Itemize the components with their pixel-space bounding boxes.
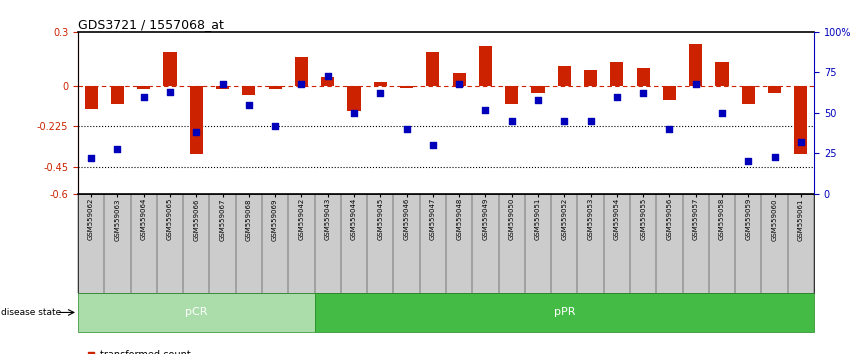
Point bbox=[216, 81, 229, 86]
Point bbox=[294, 81, 308, 86]
Bar bbox=[768, 86, 781, 93]
Text: disease state: disease state bbox=[1, 308, 61, 317]
Bar bbox=[637, 68, 650, 86]
Bar bbox=[242, 86, 255, 95]
Point bbox=[268, 123, 282, 129]
Point bbox=[320, 73, 334, 79]
Point bbox=[637, 91, 650, 96]
Point bbox=[84, 155, 98, 161]
Point bbox=[741, 159, 755, 164]
Point bbox=[190, 130, 204, 135]
Point bbox=[137, 94, 151, 99]
Point bbox=[452, 81, 466, 86]
Bar bbox=[85, 86, 98, 109]
Bar bbox=[294, 57, 308, 86]
Point bbox=[505, 118, 519, 124]
Bar bbox=[584, 70, 598, 86]
Bar bbox=[742, 86, 755, 104]
Text: GDS3721 / 1557068_at: GDS3721 / 1557068_at bbox=[78, 18, 223, 31]
Bar bbox=[426, 52, 439, 86]
Text: pCR: pCR bbox=[185, 308, 208, 318]
Point bbox=[426, 142, 440, 148]
Point bbox=[715, 110, 729, 116]
Bar bbox=[347, 86, 360, 111]
Point bbox=[111, 145, 125, 151]
Point bbox=[688, 81, 702, 86]
Point bbox=[479, 107, 493, 113]
Point bbox=[584, 118, 598, 124]
Point bbox=[767, 154, 781, 159]
Bar bbox=[137, 86, 150, 90]
Bar bbox=[715, 62, 728, 86]
Text: transformed count: transformed count bbox=[100, 350, 191, 354]
Bar bbox=[216, 86, 229, 90]
Bar bbox=[190, 86, 203, 154]
Bar bbox=[164, 52, 177, 86]
Point bbox=[662, 126, 676, 132]
Bar bbox=[505, 86, 518, 104]
Bar bbox=[662, 86, 676, 100]
Bar bbox=[611, 62, 624, 86]
Bar bbox=[400, 86, 413, 88]
Point bbox=[794, 139, 808, 145]
Point bbox=[399, 126, 413, 132]
Bar bbox=[268, 86, 281, 90]
Bar bbox=[479, 46, 492, 86]
Point bbox=[84, 352, 98, 354]
Point bbox=[558, 118, 572, 124]
Point bbox=[531, 97, 545, 103]
Text: pPR: pPR bbox=[553, 308, 575, 318]
Bar bbox=[374, 82, 387, 86]
Bar bbox=[453, 73, 466, 86]
Bar bbox=[794, 86, 807, 154]
Point bbox=[347, 110, 361, 116]
Bar bbox=[321, 77, 334, 86]
Point bbox=[610, 94, 624, 99]
Bar bbox=[558, 66, 571, 86]
Bar bbox=[532, 86, 545, 93]
Point bbox=[163, 89, 177, 95]
Point bbox=[373, 91, 387, 96]
Bar bbox=[111, 86, 124, 104]
Bar bbox=[689, 45, 702, 86]
Point bbox=[242, 102, 255, 108]
